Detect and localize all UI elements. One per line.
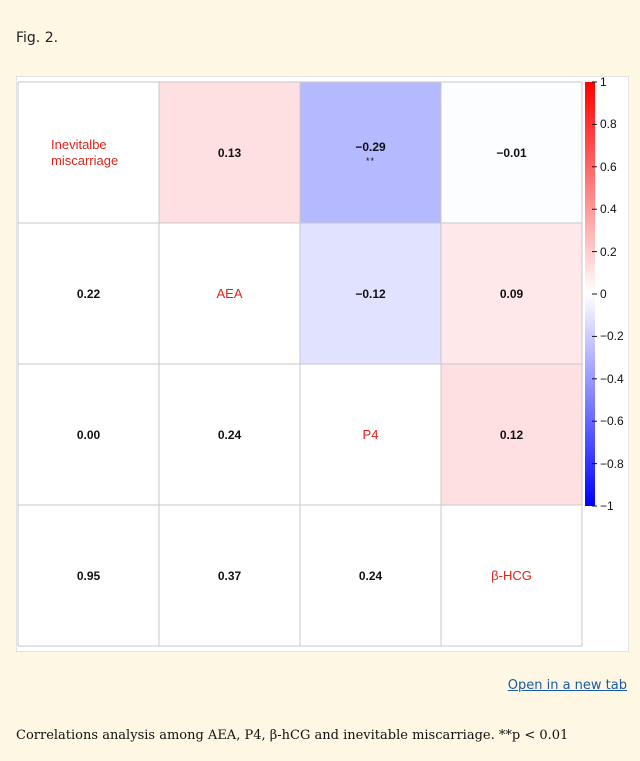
colorbar-tick-label: 1 bbox=[600, 75, 607, 89]
colorbar-tick-label: 0.4 bbox=[600, 202, 617, 217]
lower-value: 0.24 bbox=[358, 568, 383, 583]
colorbar-tick-label: −0.6 bbox=[600, 414, 624, 429]
lower-value-cell: 0.37 bbox=[159, 505, 300, 646]
colorbar bbox=[585, 81, 597, 507]
figure-label: Fig. 2. bbox=[16, 30, 59, 46]
variable-label: P4 bbox=[362, 427, 379, 442]
variable-label: β-HCG bbox=[491, 568, 532, 583]
colorbar-tick-label: 0.2 bbox=[600, 244, 617, 259]
colorbar-tick-label: −0.4 bbox=[600, 371, 624, 386]
lower-value-cell: 0.00 bbox=[18, 364, 159, 505]
lower-value-cell: 0.22 bbox=[18, 223, 159, 364]
correlation-figure: Inevitalbe miscarriage AEA P4 β-HCG 0.13 −0.29… bbox=[16, 75, 629, 652]
variable-label: AEA bbox=[216, 286, 243, 301]
colorbar-tick-label: −0.8 bbox=[600, 456, 624, 471]
correlation-cell: −0.01 bbox=[441, 82, 582, 223]
correlation-value: −0.12 bbox=[355, 286, 386, 301]
lower-value: 0.22 bbox=[76, 286, 101, 301]
colorbar-gradient bbox=[585, 82, 595, 506]
lower-value: 0.95 bbox=[76, 568, 101, 583]
correlation-cell: 0.12 bbox=[441, 364, 582, 505]
diagonal-label-cell: β-HCG bbox=[441, 505, 582, 646]
variable-label: Inevitalbe bbox=[51, 136, 107, 152]
correlation-cell: −0.29 ** bbox=[300, 82, 441, 223]
colorbar-tick-label: 0 bbox=[600, 287, 607, 301]
open-in-new-tab-link[interactable]: Open in a new tab bbox=[507, 678, 627, 693]
lower-value-cell: 0.24 bbox=[300, 505, 441, 646]
significance-stars: ** bbox=[365, 155, 375, 166]
diagonal-label-cell: Inevitalbe miscarriage bbox=[18, 82, 159, 223]
correlation-value: 0.09 bbox=[499, 286, 524, 301]
correlation-cell: 0.13 bbox=[159, 82, 300, 223]
heatmap-grid bbox=[17, 81, 583, 647]
correlation-value: 0.13 bbox=[217, 145, 242, 160]
correlation-value: −0.01 bbox=[496, 145, 527, 160]
colorbar-tick-label: 0.6 bbox=[600, 159, 617, 174]
colorbar-tick-label: −1 bbox=[600, 499, 614, 513]
lower-value: 0.37 bbox=[217, 568, 242, 583]
colorbar-tick-label: −0.2 bbox=[600, 329, 624, 344]
correlation-cell: −0.12 bbox=[300, 223, 441, 364]
diagonal-label-cell: AEA bbox=[159, 223, 300, 364]
correlation-value: 0.12 bbox=[499, 427, 524, 442]
colorbar-tick-label: 0.8 bbox=[600, 117, 617, 132]
lower-value-cell: 0.95 bbox=[18, 505, 159, 646]
correlation-cell: 0.09 bbox=[441, 223, 582, 364]
lower-value: 0.24 bbox=[217, 427, 242, 442]
figure-caption: Correlations analysis among AEA, P4, β-h… bbox=[16, 728, 569, 743]
lower-value-cell: 0.24 bbox=[159, 364, 300, 505]
correlation-value: −0.29 bbox=[355, 139, 386, 154]
variable-label: miscarriage bbox=[51, 152, 119, 168]
diagonal-label-cell: P4 bbox=[300, 364, 441, 505]
lower-value: 0.00 bbox=[76, 427, 101, 442]
